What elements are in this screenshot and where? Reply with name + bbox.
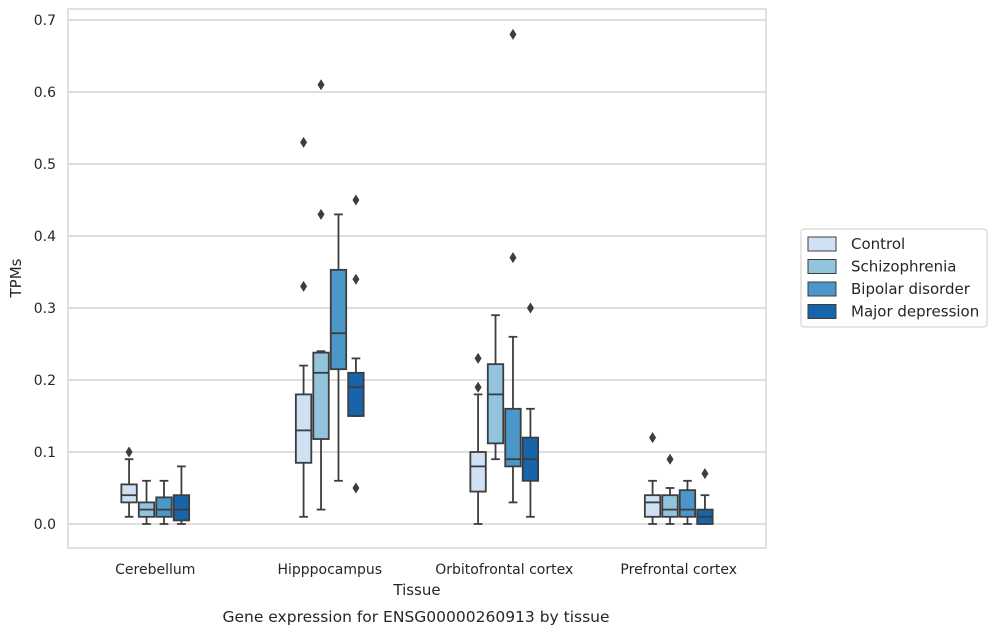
box-body: [486, 363, 505, 445]
box-body: [120, 483, 138, 504]
legend-swatch: [807, 236, 837, 252]
box-body: [678, 489, 697, 518]
y-axis-ticks: 0.0 0.1 0.2 0.3 0.4 0.5 0.6 0.7: [34, 13, 56, 533]
legend-label: Schizophrenia: [851, 258, 956, 276]
legend-label: Control: [851, 235, 905, 253]
box: [155, 479, 173, 525]
box: [137, 479, 156, 525]
series-control: [120, 136, 662, 525]
box: [486, 314, 505, 461]
x-tick-label: Hipppocampus: [277, 562, 382, 578]
box-body: [347, 371, 365, 417]
box-body: [504, 407, 522, 468]
box-body: [661, 494, 679, 518]
x-tick-label: Orbitofrontal cortex: [435, 562, 573, 578]
box: [696, 468, 714, 525]
y-tick-label: 0.3: [34, 301, 56, 317]
series-schizophrenia: [137, 79, 679, 525]
plot-area-frame: [67, 8, 767, 549]
box: [172, 465, 191, 525]
outlier-point: [701, 468, 709, 480]
box: [120, 446, 138, 518]
y-tick-label: 0.0: [34, 517, 56, 533]
outlier-point: [125, 446, 133, 458]
x-axis-title: Tissue: [392, 581, 440, 599]
y-axis-title: TPMs: [7, 258, 25, 298]
box-body: [172, 494, 191, 522]
y-tick-label: 0.7: [34, 13, 56, 29]
box: [312, 79, 330, 511]
box-body: [329, 268, 348, 371]
y-tick-label: 0.4: [34, 229, 56, 245]
y-tick-label: 0.2: [34, 373, 56, 389]
box-body: [469, 451, 487, 493]
legend-frame: [800, 228, 988, 328]
box: [678, 479, 697, 525]
outlier-point: [474, 381, 482, 393]
box-series: [120, 28, 714, 525]
box-body: [312, 351, 330, 440]
legend-label: Major depression: [851, 303, 979, 321]
grid-lines: [68, 19, 766, 525]
box-body: [643, 494, 662, 518]
outlier-point: [317, 208, 325, 220]
box: [521, 302, 540, 518]
box: [661, 453, 679, 525]
outlier-point: [352, 482, 360, 494]
legend-swatch: [807, 259, 837, 274]
outlier-point: [509, 252, 517, 264]
x-tick-label: Prefrontal cortex: [620, 562, 737, 578]
outlier-point: [317, 79, 325, 91]
box: [643, 432, 662, 525]
legend-swatch: [807, 304, 837, 319]
legend-swatch: [807, 281, 837, 297]
series-bipolar-disorder: [155, 28, 697, 525]
x-axis-ticks: Cerebellum Hipppocampus Orbitofrontal cort…: [115, 562, 737, 578]
outlier-point: [666, 453, 674, 465]
y-tick-label: 0.5: [34, 157, 56, 173]
figure-caption: Gene expression for ENSG00000260913 by t…: [222, 608, 609, 626]
box-body: [155, 496, 173, 518]
y-tick-label: 0.1: [34, 445, 56, 461]
outlier-point: [300, 280, 308, 292]
box: [294, 136, 313, 518]
legend: Control Schizophrenia Bipolar disorder Majo…: [800, 228, 988, 328]
outlier-point: [509, 28, 517, 40]
outlier-point: [352, 194, 360, 206]
y-tick-label: 0.6: [34, 85, 56, 101]
box: [469, 352, 487, 525]
outlier-point: [352, 273, 360, 285]
box: [347, 194, 365, 494]
legend-label: Bipolar disorder: [851, 280, 971, 298]
series-major-depression: [172, 194, 714, 525]
outlier-point: [526, 302, 534, 314]
outlier-point: [300, 136, 308, 148]
outlier-point: [649, 432, 657, 444]
box: [504, 28, 522, 504]
x-tick-label: Cerebellum: [115, 562, 195, 578]
box: [329, 213, 348, 482]
box-body: [294, 393, 313, 464]
outlier-point: [474, 352, 482, 364]
